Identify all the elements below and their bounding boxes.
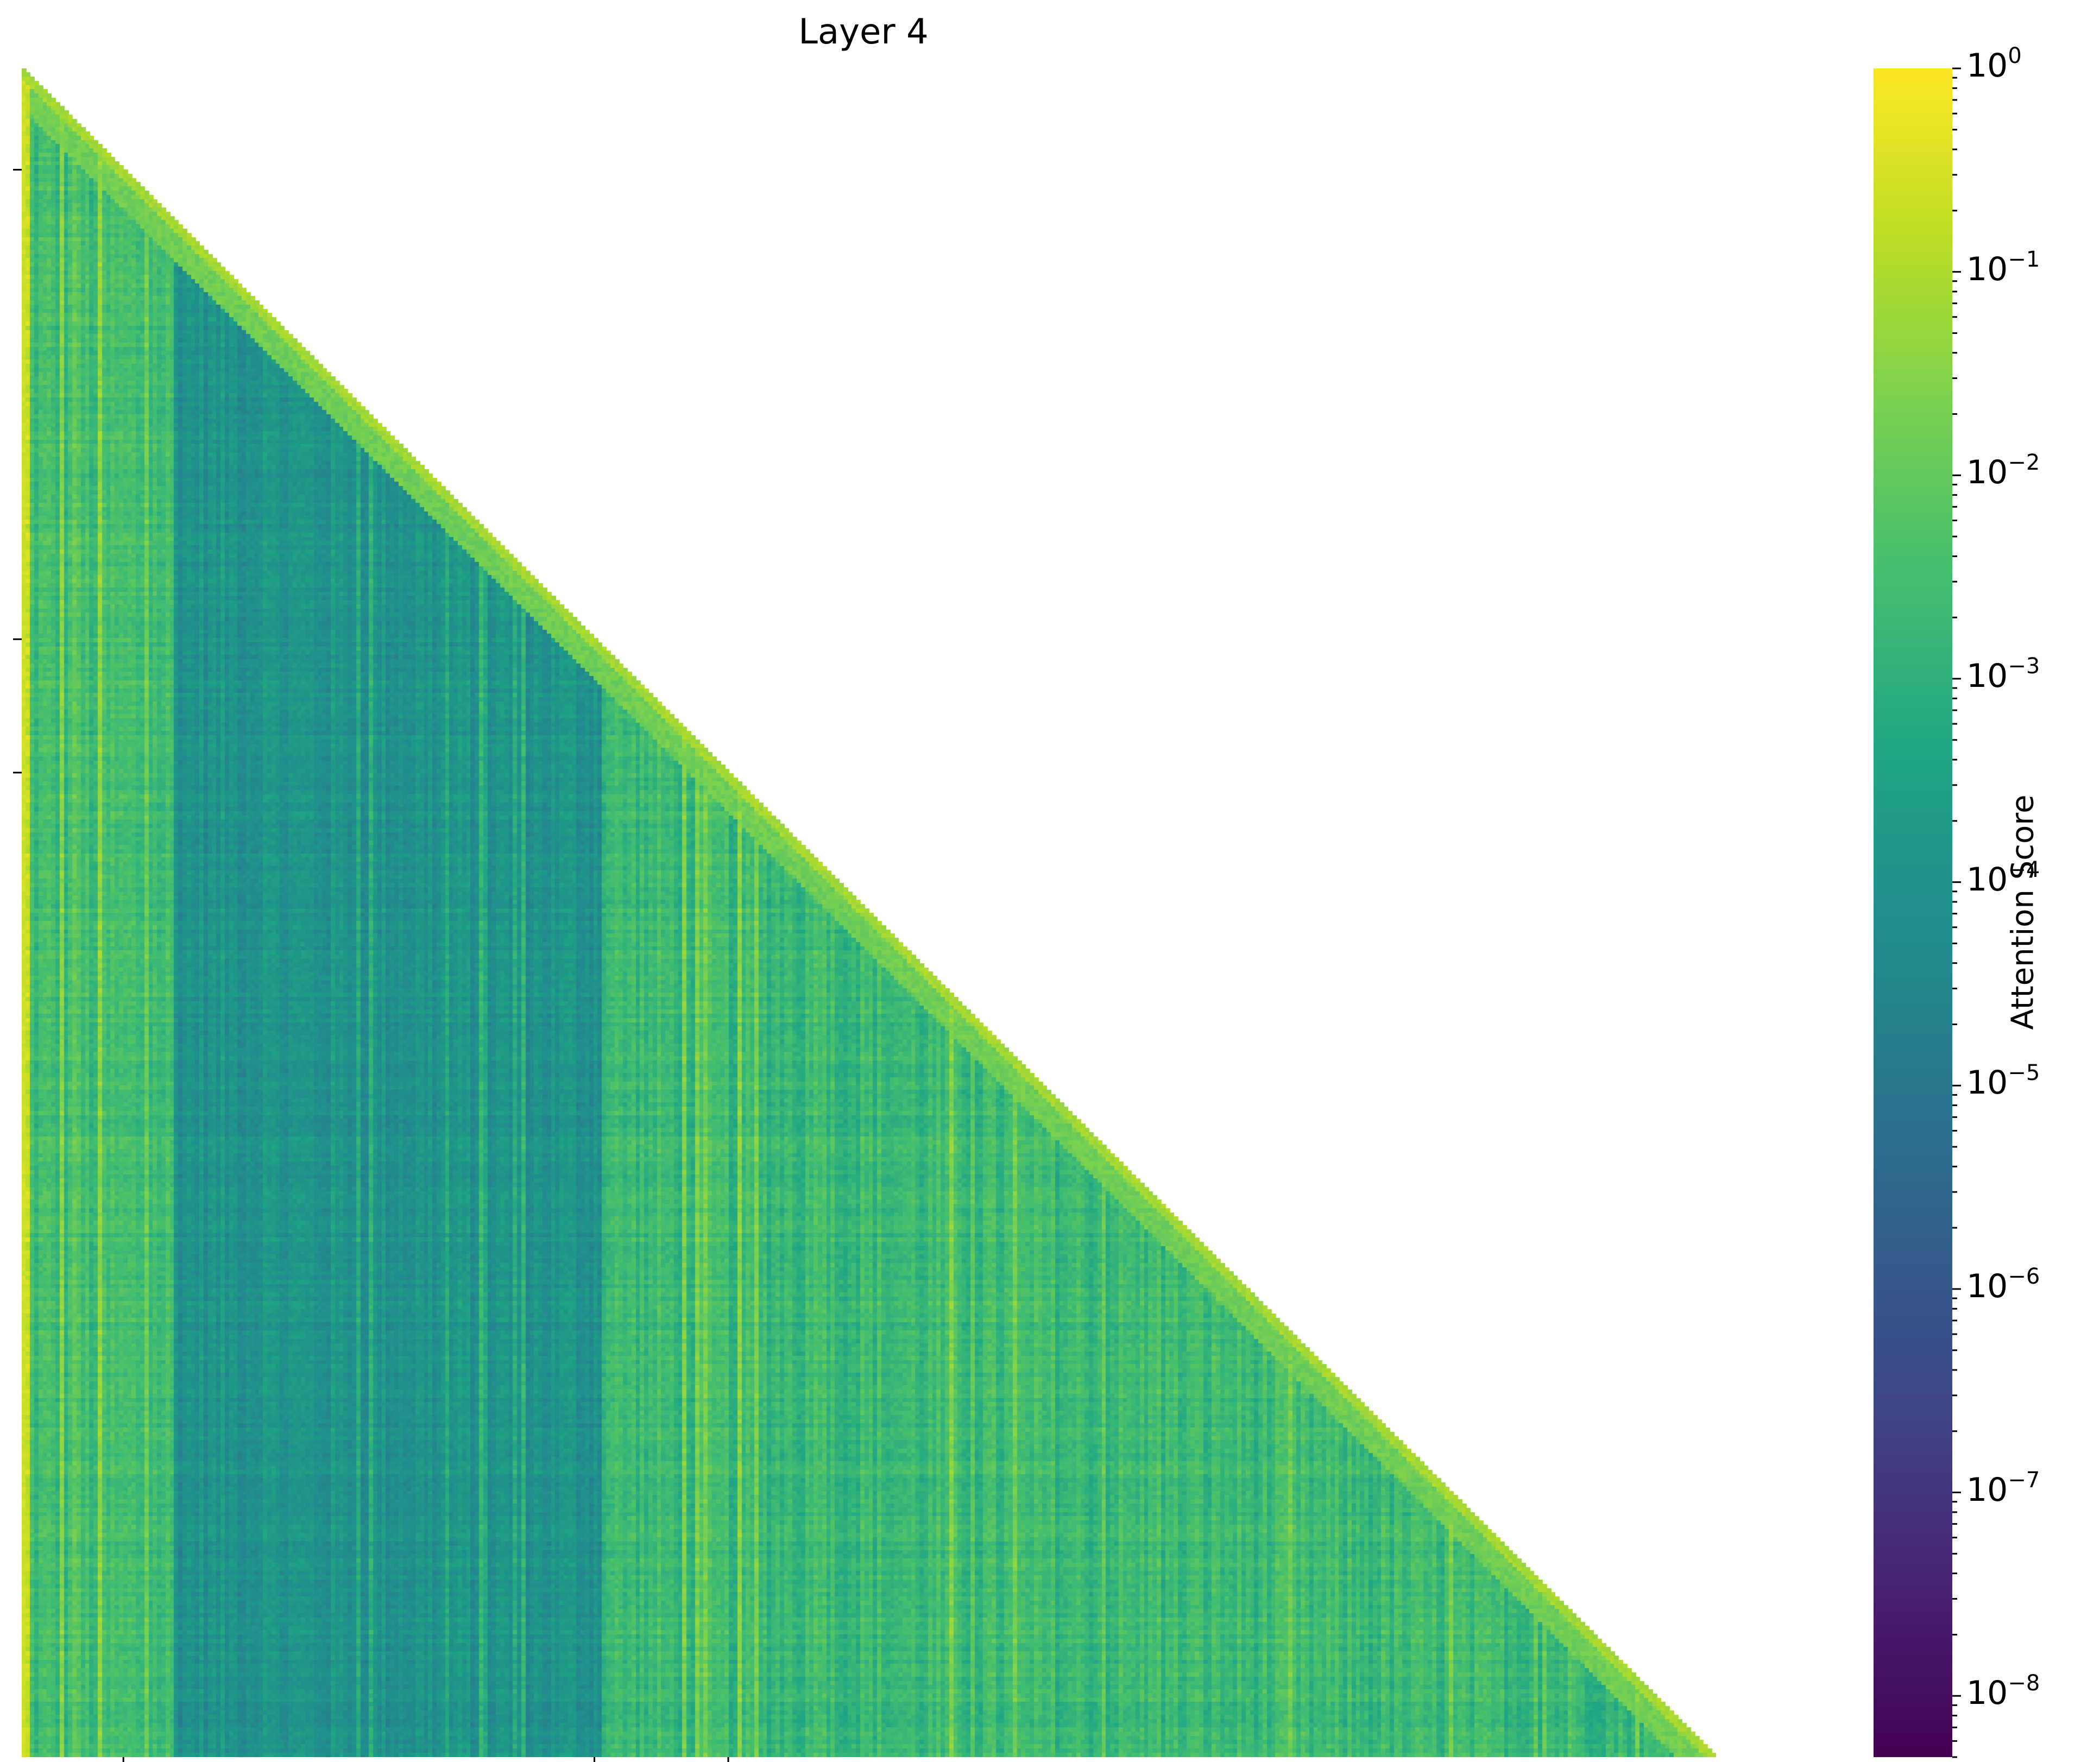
attention-heatmap: [22, 68, 1716, 1757]
colorbar-tick-label: 10−1: [1966, 247, 2040, 288]
colorbar-tick-label: 10−4: [1966, 857, 2040, 899]
colorbar-tick-label: 10−7: [1966, 1467, 2040, 1509]
colorbar-label: Attention Score: [2005, 794, 2041, 1030]
colorbar-tick-label: 10−5: [1966, 1060, 2040, 1102]
colorbar-tick-label: 10−8: [1966, 1671, 2040, 1713]
colorbar: [1874, 68, 1952, 1757]
colorbar-tick-label: 10−3: [1966, 653, 2040, 695]
chart-title: Layer 4: [798, 12, 929, 52]
colorbar-tick-label: 100: [1966, 43, 2022, 85]
colorbar-tick-label: 10−2: [1966, 450, 2040, 492]
colorbar-tick-label: 10−6: [1966, 1264, 2040, 1305]
